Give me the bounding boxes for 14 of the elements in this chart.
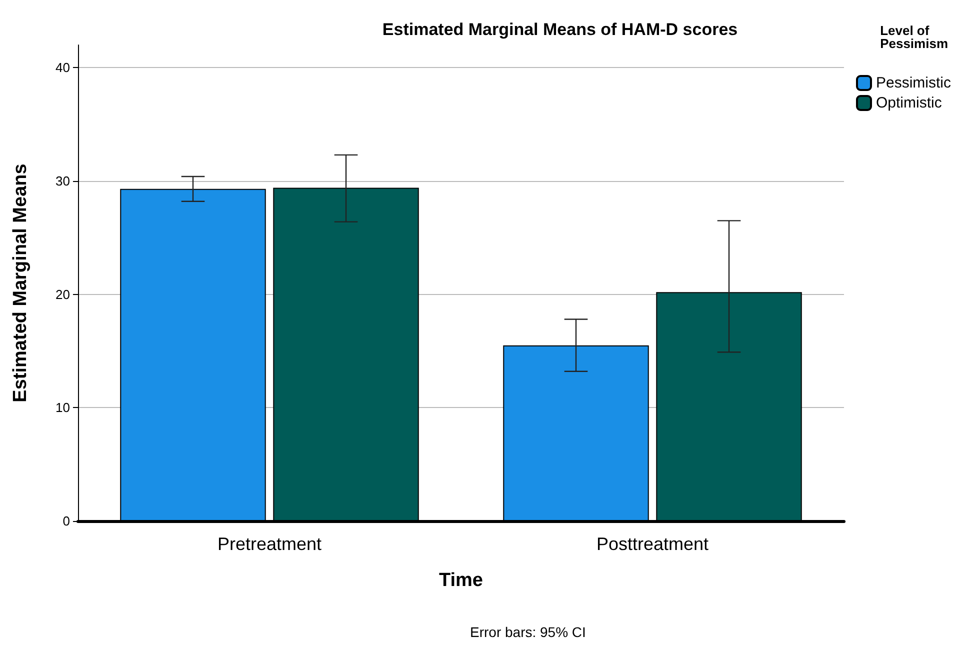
y-tick-label: 30	[56, 174, 70, 188]
legend-label: Optimistic	[876, 94, 942, 112]
y-tick-label: 20	[56, 286, 70, 302]
text: Error bars: 95% CI	[470, 624, 586, 640]
y-tick-label: 0	[62, 514, 70, 528]
x-axis-title: Time	[438, 570, 484, 591]
x-tick-label: Pretreatment	[217, 534, 322, 554]
y-tick-label: 40	[56, 60, 70, 76]
x-tick-label: Posttreatment	[596, 534, 709, 554]
y-axis-title: Estimated Marginal Means	[10, 164, 31, 402]
chart-title: Estimated Marginal Means of HAM-D scores	[382, 20, 738, 39]
y-tick-label: 10	[56, 400, 70, 416]
legend-title: Level of Pessimism	[880, 23, 948, 51]
legend-label: Pessimistic	[876, 74, 952, 92]
